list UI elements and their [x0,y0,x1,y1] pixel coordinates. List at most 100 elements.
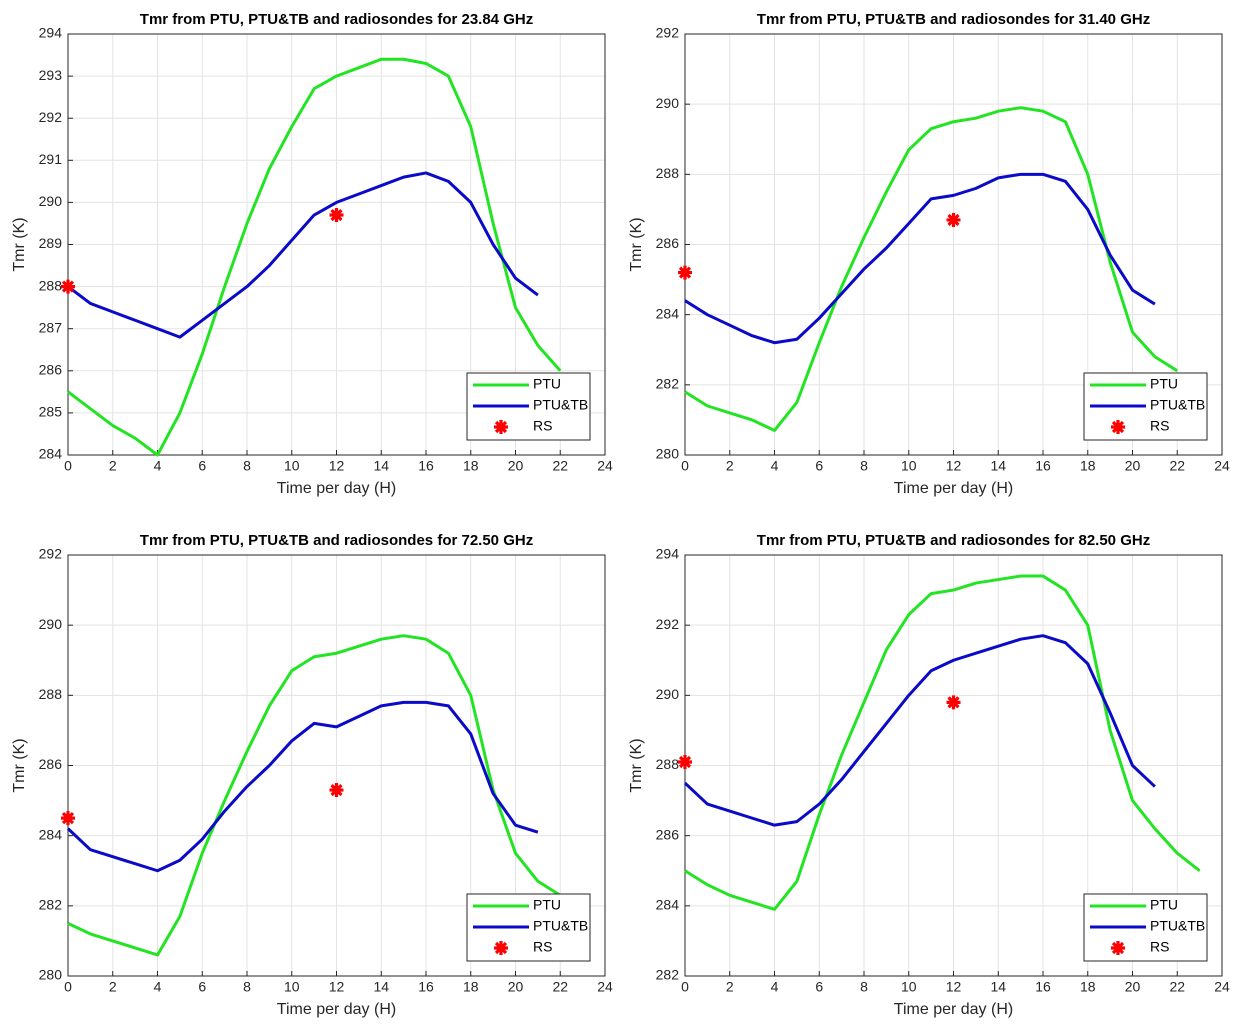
y-axis-label: Tmr (K) [628,738,645,792]
y-tick-label: 284 [39,826,63,842]
legend-marker [494,420,508,434]
y-tick-label: 292 [39,109,63,125]
y-tick-label: 286 [39,756,63,772]
x-tick-label: 20 [508,458,524,474]
x-tick-label: 12 [946,979,962,995]
legend-label: PTU [533,376,561,392]
legend-label: PTU [1150,376,1178,392]
legend-label: PTU&TB [1150,397,1205,413]
x-tick-label: 24 [597,458,613,474]
legend-label: RS [1150,939,1169,955]
y-tick-label: 294 [39,25,63,41]
y-tick-label: 286 [656,235,680,251]
x-tick-label: 18 [1080,458,1096,474]
legend-marker [1111,420,1125,434]
x-tick-label: 2 [109,458,117,474]
y-tick-label: 291 [39,151,63,167]
y-tick-label: 282 [656,967,680,983]
x-tick-label: 12 [946,458,962,474]
x-axis-label: Time per day (H) [894,1001,1013,1018]
x-tick-label: 10 [901,979,917,995]
y-tick-label: 290 [39,193,63,209]
x-tick-label: 10 [284,979,300,995]
x-tick-label: 16 [1035,979,1051,995]
series-line [67,57,562,457]
x-tick-label: 2 [109,979,117,995]
x-tick-label: 18 [463,979,479,995]
axes-box [67,33,606,456]
rs-marker [61,811,75,826]
y-tick-label: 292 [656,25,680,41]
x-tick-label: 2 [726,458,734,474]
chart-title: Tmr from PTU, PTU&TB and radiosondes for… [757,532,1150,549]
x-tick-label: 4 [154,979,162,995]
y-tick-label: 289 [39,235,63,251]
y-tick-label: 288 [39,686,63,702]
legend-label: PTU&TB [1150,918,1205,934]
series-line [684,106,1179,432]
x-tick-label: 0 [681,979,689,995]
rs-marker [946,695,961,710]
legend-label: PTU&TB [533,918,588,934]
rs-marker [678,265,692,280]
subplot: 0 2 4 6 8 10 12 14 16 18 20 22 242822842862882902922… [628,532,1230,1018]
x-tick-label: 20 [1125,458,1141,474]
x-tick-label: 10 [901,458,917,474]
x-tick-label: 20 [508,979,524,995]
x-tick-label: 8 [243,979,251,995]
legend-label: RS [533,939,552,955]
series-line [684,574,1201,911]
x-tick-label: 8 [860,458,868,474]
legend-label: PTU [533,897,561,913]
x-tick-label: 12 [329,458,345,474]
rs-marker [946,212,961,227]
x-tick-label: 0 [681,458,689,474]
legend-label: PTU&TB [533,397,588,413]
x-tick-label: 22 [552,979,568,995]
x-tick-label: 0 [64,979,72,995]
y-tick-label: 290 [656,686,680,702]
x-tick-label: 18 [1080,979,1096,995]
chart-title: Tmr from PTU, PTU&TB and radiosondes for… [757,11,1150,28]
legend-label: RS [533,418,552,434]
x-axis-label: Time per day (H) [277,1001,396,1018]
x-tick-label: 14 [990,979,1006,995]
legend-label: PTU [1150,897,1178,913]
rs-marker [329,208,344,223]
x-tick-label: 6 [815,458,823,474]
y-tick-label: 288 [39,277,63,293]
chart-title: Tmr from PTU, PTU&TB and radiosondes for… [140,532,533,549]
axes-box [684,33,1223,456]
y-tick-label: 294 [656,546,680,562]
y-axis-label: Tmr (K) [11,217,28,271]
y-tick-label: 284 [39,446,63,462]
subplot: 0 2 4 6 8 10 12 14 16 18 20 22 242802822842862882902… [11,532,613,1018]
x-tick-label: 16 [1035,458,1051,474]
x-tick-label: 8 [860,979,868,995]
x-tick-label: 4 [154,458,162,474]
axes-box [67,554,606,977]
y-tick-label: 286 [39,362,63,378]
x-tick-label: 24 [597,979,613,995]
x-tick-label: 10 [284,458,300,474]
x-tick-label: 2 [726,979,734,995]
x-tick-label: 20 [1125,979,1141,995]
y-tick-label: 288 [656,756,680,772]
x-tick-label: 4 [771,458,779,474]
y-axis-label: Tmr (K) [11,738,28,792]
y-tick-label: 282 [39,897,63,913]
rs-marker [61,279,75,294]
y-tick-label: 284 [656,305,680,321]
x-tick-label: 24 [1214,458,1230,474]
x-tick-label: 14 [373,458,389,474]
y-tick-label: 290 [39,616,63,632]
series-line [67,634,562,957]
legend-label: RS [1150,418,1169,434]
x-tick-label: 22 [552,458,568,474]
y-axis-label: Tmr (K) [628,217,645,271]
y-tick-label: 282 [656,376,680,392]
series-line [684,172,1156,345]
y-tick-label: 292 [39,546,63,562]
y-tick-label: 285 [39,404,63,420]
